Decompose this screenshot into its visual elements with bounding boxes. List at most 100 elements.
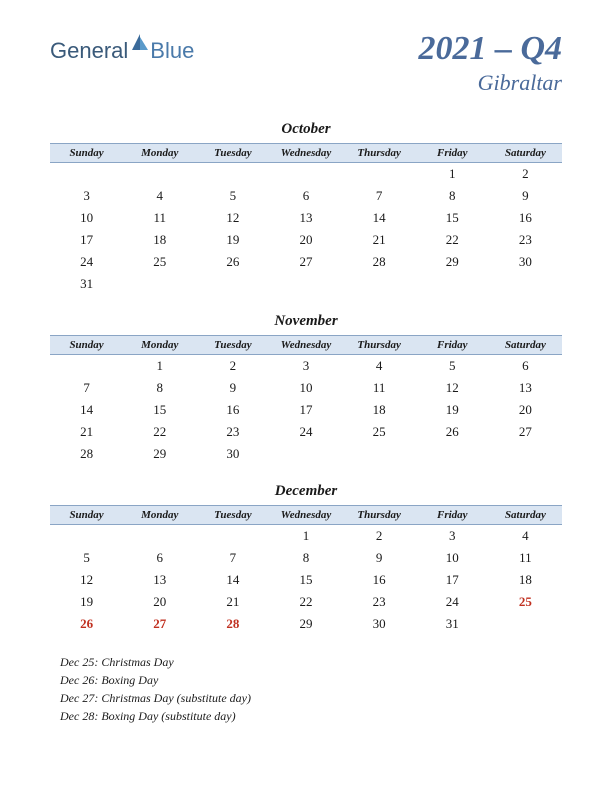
calendar-cell: 31 (416, 613, 489, 635)
calendar-cell (50, 525, 123, 548)
calendar-cell: 24 (50, 251, 123, 273)
calendar-cell: 17 (50, 229, 123, 251)
calendar-cell: 1 (123, 355, 196, 378)
calendar-cell: 1 (269, 525, 342, 548)
calendar-cell: 9 (343, 547, 416, 569)
month-block: DecemberSundayMondayTuesdayWednesdayThur… (50, 483, 562, 635)
page-subtitle: Gibraltar (418, 70, 562, 96)
calendar-cell: 11 (123, 207, 196, 229)
calendar-cell: 16 (196, 399, 269, 421)
calendar-cell: 18 (343, 399, 416, 421)
calendar-cell: 19 (416, 399, 489, 421)
calendar-cell: 29 (269, 613, 342, 635)
calendar-cell: 7 (50, 377, 123, 399)
calendar-cell: 3 (416, 525, 489, 548)
day-header: Monday (123, 506, 196, 525)
calendar-cell: 10 (269, 377, 342, 399)
calendar-row: 19202122232425 (50, 591, 562, 613)
calendar-cell: 20 (489, 399, 562, 421)
calendar-cell (123, 273, 196, 295)
calendar-cell: 19 (196, 229, 269, 251)
calendar-cell (123, 525, 196, 548)
calendar-cell: 14 (50, 399, 123, 421)
calendar-cell: 3 (269, 355, 342, 378)
day-header: Saturday (489, 336, 562, 355)
day-header: Friday (416, 336, 489, 355)
calendar-row: 12131415161718 (50, 569, 562, 591)
calendar-cell: 17 (416, 569, 489, 591)
day-header: Wednesday (269, 506, 342, 525)
calendar-cell: 25 (343, 421, 416, 443)
calendar-cell: 28 (50, 443, 123, 465)
calendar-cell (196, 163, 269, 186)
logo-sail-icon (130, 32, 150, 52)
calendar-cell: 2 (343, 525, 416, 548)
day-header: Thursday (343, 144, 416, 163)
calendar-cell: 23 (489, 229, 562, 251)
calendar-cell: 26 (196, 251, 269, 273)
calendar-cell (489, 273, 562, 295)
calendar-cell: 16 (343, 569, 416, 591)
calendar-cell: 29 (416, 251, 489, 273)
calendar-cell: 15 (269, 569, 342, 591)
day-header: Tuesday (196, 506, 269, 525)
calendar-cell: 15 (123, 399, 196, 421)
calendar-cell: 17 (269, 399, 342, 421)
calendar-cell (123, 163, 196, 186)
calendar-cell: 23 (196, 421, 269, 443)
calendar-cell (416, 443, 489, 465)
calendar-cell: 8 (123, 377, 196, 399)
calendar-cell: 8 (416, 185, 489, 207)
day-header: Monday (123, 336, 196, 355)
calendar-cell: 11 (343, 377, 416, 399)
calendar-cell: 21 (343, 229, 416, 251)
calendar-cell: 27 (123, 613, 196, 635)
calendar-cell: 23 (343, 591, 416, 613)
calendar-cell (196, 525, 269, 548)
calendar-cell: 4 (123, 185, 196, 207)
calendar-cell: 19 (50, 591, 123, 613)
calendar-cell: 12 (50, 569, 123, 591)
calendar-cell (416, 273, 489, 295)
day-header: Sunday (50, 144, 123, 163)
day-header: Sunday (50, 506, 123, 525)
day-header: Wednesday (269, 144, 342, 163)
calendar-cell: 6 (269, 185, 342, 207)
day-header: Wednesday (269, 336, 342, 355)
calendar-cell: 14 (196, 569, 269, 591)
calendar-cell: 13 (269, 207, 342, 229)
calendar-table: SundayMondayTuesdayWednesdayThursdayFrid… (50, 335, 562, 465)
calendar-row: 12 (50, 163, 562, 186)
day-header: Thursday (343, 506, 416, 525)
calendar-cell: 3 (50, 185, 123, 207)
calendar-cell: 13 (123, 569, 196, 591)
calendar-cell: 20 (269, 229, 342, 251)
calendar-cell: 5 (50, 547, 123, 569)
calendar-cell: 22 (416, 229, 489, 251)
calendar-cell: 5 (196, 185, 269, 207)
day-header: Thursday (343, 336, 416, 355)
calendar-cell: 29 (123, 443, 196, 465)
day-header: Saturday (489, 506, 562, 525)
calendar-row: 21222324252627 (50, 421, 562, 443)
calendar-cell: 26 (416, 421, 489, 443)
holiday-entry: Dec 28: Boxing Day (substitute day) (60, 707, 562, 725)
months-container: OctoberSundayMondayTuesdayWednesdayThurs… (50, 121, 562, 635)
day-header: Friday (416, 506, 489, 525)
calendar-cell: 30 (343, 613, 416, 635)
calendar-cell: 5 (416, 355, 489, 378)
holiday-entry: Dec 25: Christmas Day (60, 653, 562, 671)
calendar-cell: 25 (489, 591, 562, 613)
calendar-cell: 11 (489, 547, 562, 569)
day-header: Tuesday (196, 336, 269, 355)
calendar-cell: 6 (123, 547, 196, 569)
calendar-row: 17181920212223 (50, 229, 562, 251)
calendar-cell (50, 355, 123, 378)
calendar-cell (489, 443, 562, 465)
calendar-cell: 6 (489, 355, 562, 378)
month-name: November (50, 313, 562, 330)
day-header: Tuesday (196, 144, 269, 163)
logo-text-2: Blue (150, 38, 194, 64)
title-block: 2021 – Q4 Gibraltar (418, 30, 562, 96)
calendar-cell: 30 (489, 251, 562, 273)
